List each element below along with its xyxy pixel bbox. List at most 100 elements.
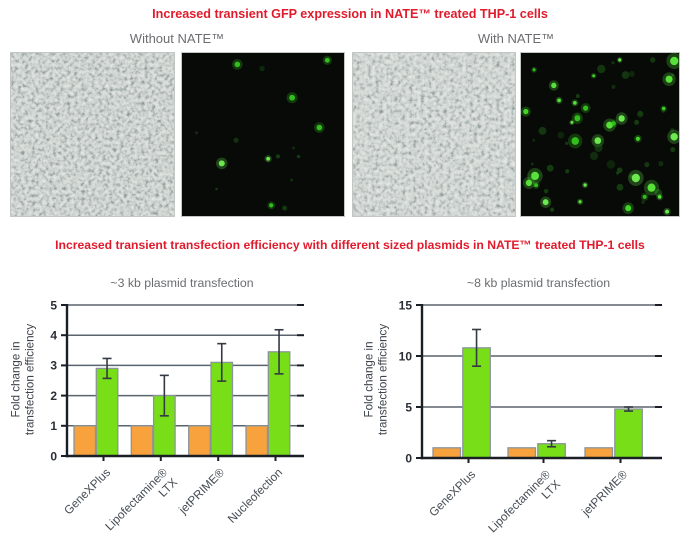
gfp-cell-dim xyxy=(292,146,296,150)
gfp-cell xyxy=(592,74,596,78)
bar-chart-3kb-plot: 0 1 2 3 4 5 xyxy=(50,298,304,463)
gfp-cell-dim xyxy=(557,131,565,139)
gfp-cell-dim xyxy=(282,205,288,211)
gfp-cell xyxy=(606,121,613,129)
transfection-efficiency-title: Increased transient transfection efficie… xyxy=(55,238,645,252)
gfp-cell xyxy=(551,82,557,89)
gfp-cell xyxy=(594,137,602,145)
gfp-cell-dim xyxy=(616,167,623,174)
gfp-cell-dim xyxy=(233,137,239,143)
gfp-cell xyxy=(647,183,656,192)
gfp-cell-dim xyxy=(530,162,534,166)
gfp-cell xyxy=(665,209,670,214)
gfp-cell xyxy=(611,121,616,126)
gfp-cell-dim xyxy=(289,178,294,182)
gfp-cell xyxy=(324,57,330,63)
gfp-cell-dim xyxy=(259,65,265,72)
gfp-cell-dim xyxy=(661,109,665,113)
y-tick-label: 1 xyxy=(50,419,57,433)
gfp-cell xyxy=(635,136,640,141)
gfp-cell-dim xyxy=(658,160,664,167)
gfp-cell-dim xyxy=(621,71,630,80)
gfp-cell xyxy=(218,160,225,167)
y-tick-label: 0 xyxy=(405,451,412,465)
gfp-cell-dim xyxy=(565,141,569,145)
gfp-cell-dim xyxy=(539,173,543,177)
gfp-cell-dim xyxy=(611,84,616,89)
bar xyxy=(95,367,119,457)
gfp-cell xyxy=(573,101,577,105)
gfp-cell-dim xyxy=(670,146,676,153)
gfp-cell-dim xyxy=(194,131,199,135)
bar-chart-8kb-plot: 0 5 10 15 xyxy=(399,298,662,465)
y-tick-label: 15 xyxy=(399,298,413,312)
gfp-cell-dim xyxy=(616,171,620,175)
fluorescence-background xyxy=(182,53,344,216)
gfp-cell xyxy=(532,68,536,72)
gfp-cell xyxy=(583,105,589,111)
gfp-cell xyxy=(525,179,533,187)
gfp-fluorescence-image xyxy=(182,53,344,216)
gfp-cell-dim xyxy=(527,173,532,178)
gfp-cell xyxy=(557,98,561,103)
chart-title-8kb: ~8 kb plasmid transfection xyxy=(466,276,611,290)
bar-chart-8kb: ~8 kb plasmid transfection Fold change i… xyxy=(350,268,700,537)
gfp-cell-dim xyxy=(532,138,536,142)
gfp-cell-dim xyxy=(671,73,675,77)
gfp-cell xyxy=(642,194,647,199)
with-nate-label: With NATE™ xyxy=(477,31,555,46)
gfp-cell xyxy=(234,61,241,68)
gfp-cell-dim xyxy=(549,207,555,212)
brightfield-with-nate-micrograph xyxy=(352,52,516,217)
gfp-cell-dim xyxy=(296,154,301,159)
gfp-cell xyxy=(574,115,581,122)
gfp-cell xyxy=(571,137,579,145)
bar xyxy=(245,425,269,457)
gfp-cell xyxy=(583,183,587,187)
gfp-cell xyxy=(618,115,625,122)
gfp-cell-dim xyxy=(575,94,580,99)
gfp-cell xyxy=(578,200,582,204)
gfp-cell xyxy=(625,205,632,212)
gfp-cell-dim xyxy=(654,189,663,197)
bar xyxy=(73,425,97,457)
without-nate-label: Without NATE™ xyxy=(129,31,225,46)
gfp-cell-dim xyxy=(275,154,280,159)
gfp-cell xyxy=(534,183,539,188)
gfp-cell-dim xyxy=(546,164,554,172)
gfp-cell xyxy=(670,56,679,66)
brightfield-image xyxy=(353,53,515,216)
y-tick-label: 3 xyxy=(50,359,57,373)
y-tick-label: 0 xyxy=(50,449,57,463)
gfp-cell-dim xyxy=(565,169,570,174)
gfp-without-nate-micrograph xyxy=(181,52,345,217)
gfp-cell xyxy=(542,199,549,206)
gfp-cell xyxy=(631,173,640,183)
gfp-cell xyxy=(269,203,274,208)
gfp-cell-dim xyxy=(644,161,650,168)
gfp-cell-dim xyxy=(650,57,656,63)
gfp-cell xyxy=(670,132,678,141)
bar xyxy=(188,425,211,457)
bar xyxy=(584,447,614,459)
brightfield-without-nate-micrograph xyxy=(10,52,175,217)
y-tick-label: 5 xyxy=(50,298,57,312)
gfp-cell xyxy=(316,124,323,131)
gfp-cell-dim xyxy=(594,143,603,152)
bar xyxy=(432,447,462,459)
y-tick-label: 5 xyxy=(405,400,412,414)
chart-title-3kb: ~3 kb plasmid transfection xyxy=(110,276,254,290)
gfp-cell-dim xyxy=(589,151,599,161)
gfp-cell-dim xyxy=(543,188,549,194)
gfp-cell-dim xyxy=(641,200,645,204)
gfp-cell-dim xyxy=(637,110,644,118)
gfp-cell-dim xyxy=(611,61,615,65)
y-tick-label: 10 xyxy=(399,349,413,363)
bar xyxy=(130,425,154,457)
gfp-cell-dim xyxy=(616,183,624,191)
gfp-cell xyxy=(266,156,271,161)
gfp-cell-dim xyxy=(670,127,675,133)
bar-chart-3kb: ~3 kb plasmid transfection Fold change i… xyxy=(0,268,350,537)
brightfield-image xyxy=(11,53,174,216)
